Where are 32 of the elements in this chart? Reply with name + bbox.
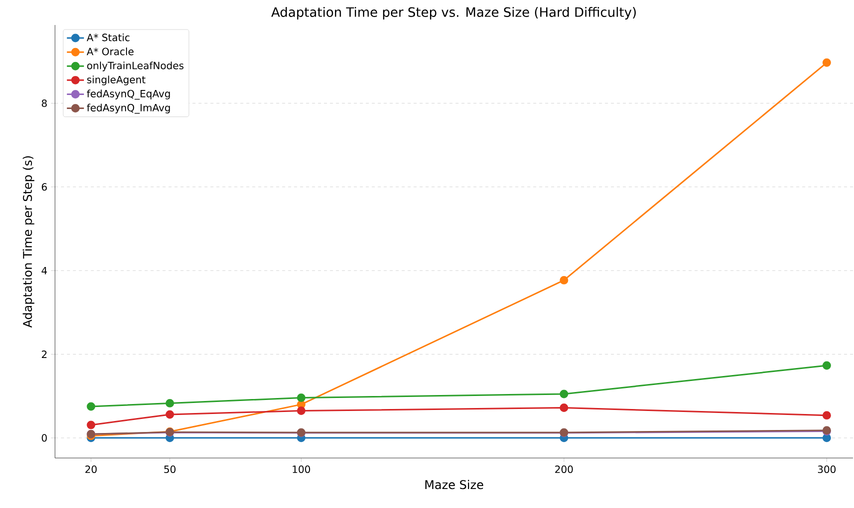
legend-label: fedAsynQ_EqAvg xyxy=(86,90,170,100)
point xyxy=(166,398,174,408)
legend-label: fedAsynQ_ImAvg xyxy=(86,104,170,114)
point xyxy=(560,404,568,412)
chart-title: Adaptation Time per Step vs. Maze Size (Hard Difficulty) xyxy=(271,6,636,20)
y-tick-label: 2 xyxy=(42,350,46,358)
x-axis-title: Maze Size xyxy=(425,480,484,490)
point xyxy=(822,434,831,442)
legend-label: A* Static xyxy=(86,34,130,42)
legend-label: onlyTrainLeafNodes xyxy=(87,62,184,72)
x-tick-label: 20 xyxy=(85,466,97,474)
x-tick-label: 50 xyxy=(164,466,176,474)
y-tick-label: 8 xyxy=(42,99,47,107)
point xyxy=(560,276,568,284)
point xyxy=(560,390,568,398)
point xyxy=(86,402,96,411)
point xyxy=(296,394,306,402)
point xyxy=(822,361,831,370)
y-tick-label: 0 xyxy=(42,434,47,442)
legend-label: A* Oracle xyxy=(86,48,134,56)
y-axis-title: Adaptation Time per Step (s) xyxy=(22,156,34,328)
y-tick-label: 6 xyxy=(42,183,47,191)
point xyxy=(822,58,831,67)
legend-label: singleAgent xyxy=(87,76,146,86)
x-tick-label: 200 xyxy=(555,466,573,474)
x-tick-label: 100 xyxy=(292,466,310,474)
point xyxy=(296,406,306,415)
point xyxy=(86,420,96,430)
point xyxy=(166,410,174,419)
x-tick-label: 300 xyxy=(818,466,836,474)
y-tick-label: 4 xyxy=(42,266,47,274)
point xyxy=(822,411,831,420)
